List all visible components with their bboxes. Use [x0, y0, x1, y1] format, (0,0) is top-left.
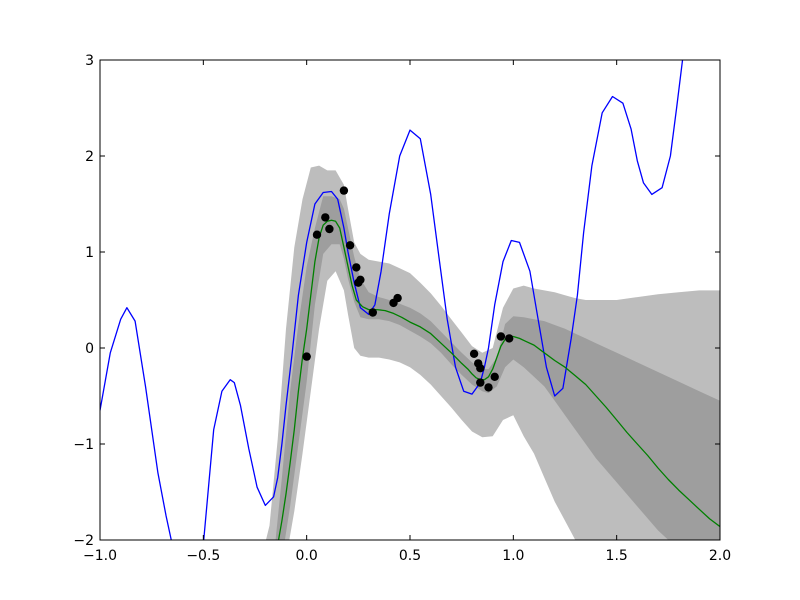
x-axis: −1.0 −0.5 0.0 0.5 1.0 1.5 2.0	[83, 60, 731, 564]
y-tick-label: 1	[85, 245, 94, 261]
data-point	[325, 224, 334, 234]
data-point	[490, 372, 499, 381]
x-tick-label: 1.5	[606, 548, 628, 564]
data-point	[476, 364, 485, 373]
data-point	[505, 334, 514, 343]
y-axis: −2 −1 0 1 2 3	[73, 53, 720, 549]
x-tick-label: −1.0	[83, 548, 117, 564]
x-tick-label: 1.0	[502, 548, 524, 564]
data-point	[476, 378, 485, 387]
data-point	[484, 383, 493, 392]
y-tick-label: 3	[85, 53, 94, 69]
data-point	[339, 186, 349, 195]
confidence-bands	[265, 165, 720, 540]
x-tick-label: 0.5	[399, 548, 421, 564]
data-point	[356, 275, 365, 284]
data-point	[469, 349, 479, 358]
y-tick-label: −1	[73, 437, 94, 453]
data-point	[312, 230, 322, 239]
data-point	[496, 332, 506, 341]
x-tick-label: 0.0	[296, 548, 318, 564]
x-tick-label: 2.0	[709, 548, 731, 564]
data-point	[352, 263, 361, 272]
data-point	[321, 213, 330, 222]
observed-points	[302, 186, 514, 392]
y-tick-label: 2	[85, 149, 94, 165]
data-point	[393, 293, 402, 303]
y-tick-label: −2	[73, 533, 94, 549]
data-point	[302, 352, 311, 361]
plot-area	[100, 60, 720, 540]
x-tick-label: −0.5	[186, 548, 220, 564]
predicted-mean-line	[277, 219, 720, 540]
data-point	[368, 308, 377, 317]
y-tick-label: 0	[85, 341, 94, 357]
series-lines	[100, 60, 720, 540]
true-function-line	[100, 60, 684, 540]
confidence-band-inner	[275, 196, 720, 540]
data-point	[345, 241, 355, 250]
